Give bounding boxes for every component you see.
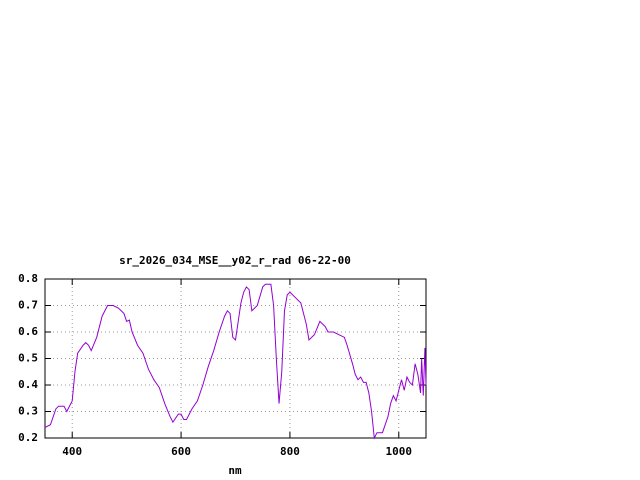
y-tick-label: 0.8: [18, 272, 38, 285]
x-tick-label: 800: [280, 445, 300, 458]
x-tick-label: 1000: [386, 445, 413, 458]
chart-title: sr_2026_034_MSE__y02_r_rad 06-22-00: [119, 254, 351, 267]
y-tick-label: 0.7: [18, 299, 38, 312]
x-axis-label: nm: [228, 464, 242, 477]
x-tick-label: 400: [62, 445, 82, 458]
y-tick-label: 0.2: [18, 431, 38, 444]
y-tick-label: 0.4: [18, 378, 38, 391]
y-tick-label: 0.3: [18, 405, 38, 418]
data-line: [44, 283, 427, 440]
x-tick-label: 600: [171, 445, 191, 458]
y-tick-label: 0.5: [18, 352, 38, 365]
plot-border: [44, 278, 427, 439]
y-tick-label: 0.6: [18, 325, 38, 338]
